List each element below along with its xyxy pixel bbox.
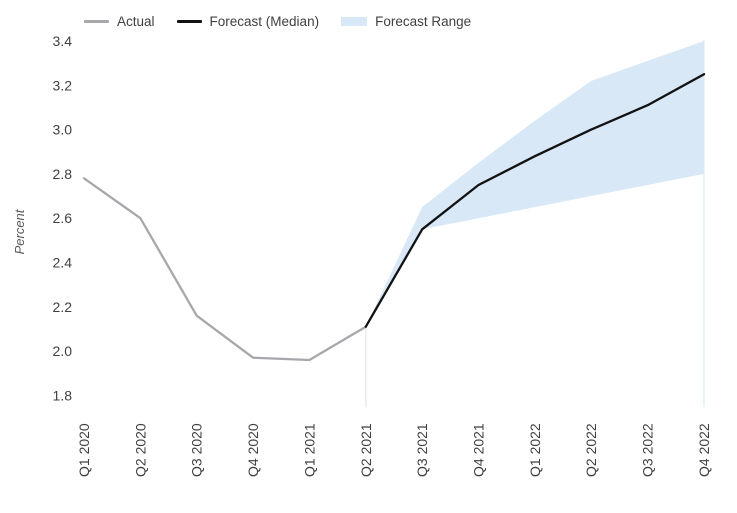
y-tick-label: 2.8 — [53, 166, 73, 182]
legend-item-forecast-range: Forecast Range — [341, 14, 471, 29]
x-tick-label: Q3 2021 — [414, 423, 430, 477]
legend-label-actual: Actual — [117, 14, 155, 29]
x-tick-label: Q4 2020 — [245, 423, 261, 477]
y-tick-label: 2.0 — [53, 343, 73, 359]
legend-item-actual: Actual — [84, 14, 155, 29]
y-tick-label: 3.2 — [53, 77, 73, 93]
x-tick-label: Q4 2022 — [696, 423, 712, 477]
actual-line — [82, 177, 367, 362]
y-tick-label: 2.4 — [53, 255, 73, 271]
x-tick-label: Q3 2020 — [189, 423, 205, 477]
y-axis-label: Percent — [12, 208, 27, 254]
y-tick-label: 1.8 — [53, 387, 73, 403]
forecast-median-line-swatch-icon — [176, 20, 202, 23]
legend-label-forecast-range: Forecast Range — [375, 14, 472, 29]
x-tick-label: Q4 2021 — [471, 423, 487, 477]
x-tick-label: Q1 2020 — [76, 423, 92, 477]
forecast-range-band — [365, 41, 704, 327]
y-tick-label: 3.0 — [53, 122, 73, 138]
x-tick-label: Q3 2022 — [640, 423, 656, 477]
y-tick-label: 3.4 — [53, 33, 73, 49]
x-tick-label: Q2 2020 — [132, 423, 148, 477]
legend: Actual Forecast (Median) Forecast Range — [84, 14, 471, 29]
y-tick-label: 2.2 — [53, 299, 73, 315]
x-tick-label: Q1 2022 — [527, 423, 543, 477]
x-tick-label: Q2 2021 — [358, 423, 374, 477]
legend-label-forecast-median: Forecast (Median) — [209, 14, 320, 29]
x-tick-label: Q2 2022 — [583, 423, 599, 477]
forecast-median-line — [364, 73, 706, 328]
legend-item-forecast-median: Forecast (Median) — [176, 14, 320, 29]
forecast-range-swatch-icon — [341, 17, 368, 26]
actual-line-swatch-icon — [84, 20, 109, 23]
x-tick-label: Q1 2021 — [301, 423, 317, 477]
y-tick-label: 2.6 — [53, 210, 73, 226]
